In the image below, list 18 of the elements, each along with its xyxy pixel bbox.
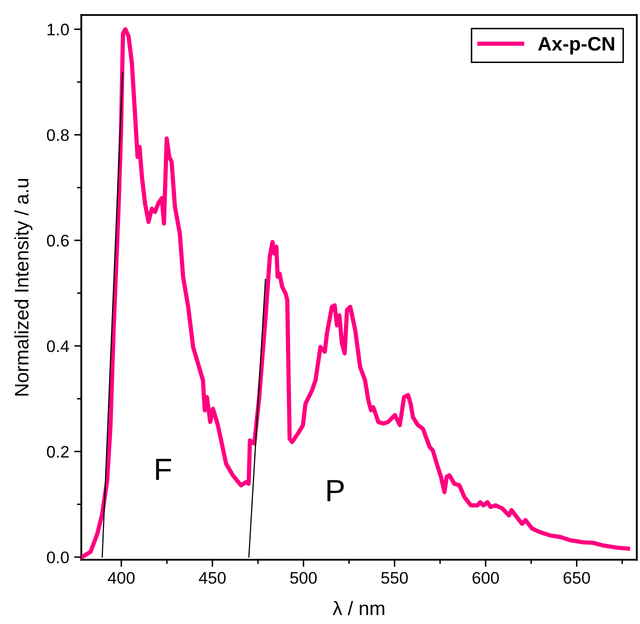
x-tick-label: 650 [564,572,590,584]
x-tick-label: 550 [381,572,408,584]
y-tick-label: 0.8 [46,129,69,142]
annotation: F [156,458,172,480]
x-tick-label: 600 [472,572,499,584]
x-axis-title: λ / nm [332,600,384,616]
x-tick-label: 450 [198,572,226,584]
line-series [81,27,630,560]
y-axis-title: Normalized Intensity / a.u [14,178,32,396]
y-tick-label: 1.0 [48,24,69,36]
x-tick-label: 500 [290,572,317,584]
y-tick-label: 0.6 [46,234,69,247]
annotation: P [327,480,344,502]
y-tick-label: 0.2 [46,446,69,458]
y-tick-label: 0.0 [46,551,69,564]
y-tick-label: 0.4 [46,340,69,352]
x-tick-label: 400 [108,572,135,584]
legend-label: Ax-p-CN [538,36,614,54]
